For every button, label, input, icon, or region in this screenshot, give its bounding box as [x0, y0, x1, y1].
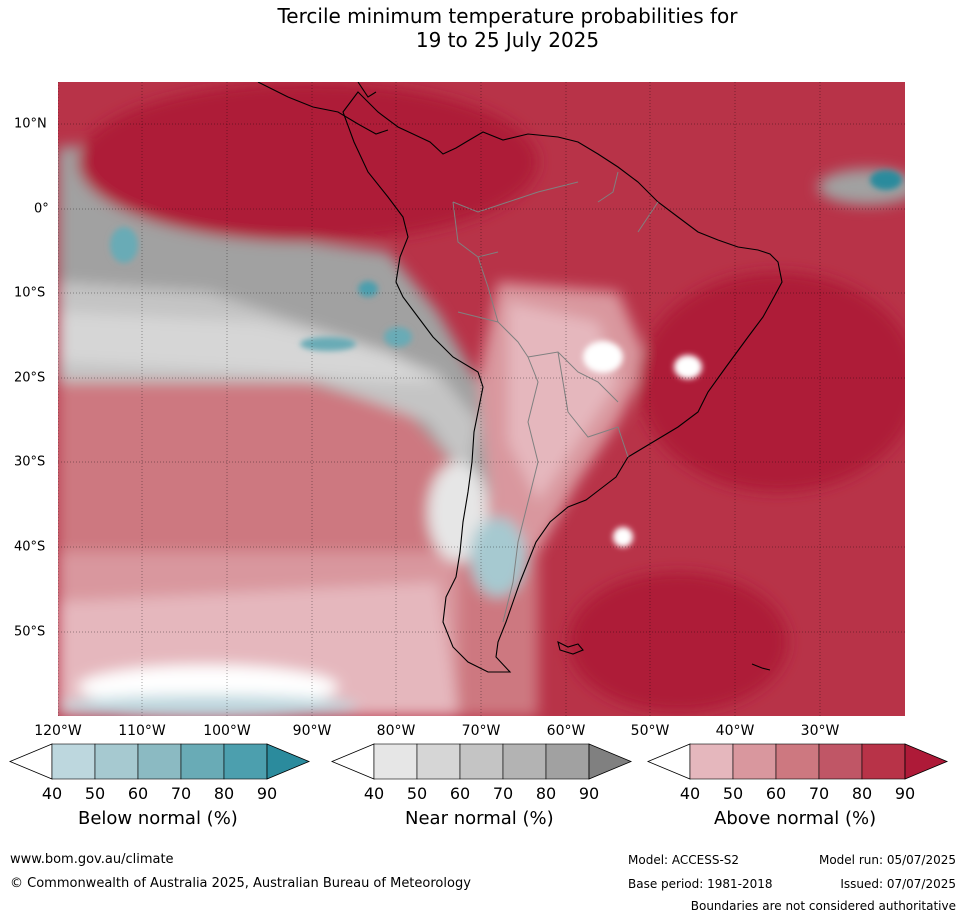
colorbar-segment: [180, 743, 225, 780]
below-normal-south: [58, 695, 358, 716]
colorbar-tick-label: 90: [257, 784, 277, 803]
teal-spot-4: [110, 227, 138, 263]
colorbar-tick-label: 40: [680, 784, 700, 803]
lon-label-50w: 50°W: [630, 723, 670, 739]
colorbar-tick-label: 60: [450, 784, 470, 803]
colorbar-segment: [459, 743, 504, 780]
footer-model: Model: ACCESS-S2: [628, 853, 740, 867]
dark-red-south-atlantic: [568, 572, 788, 712]
title-line-2: 19 to 25 July 2025: [415, 28, 600, 52]
colorbar-segment: [545, 743, 590, 780]
colorbar-label-below: Below normal (%): [78, 808, 238, 829]
colorbar-segment: [137, 743, 182, 780]
graticule: [58, 82, 905, 716]
colorbar-high-extension: [588, 743, 633, 780]
colorbar-below-normal: 40 50 60 70 80 90: [8, 743, 311, 803]
colorbar-segment: [818, 743, 863, 780]
south-america-coastline: [342, 91, 783, 673]
lat-label-40s: 40°S: [14, 539, 46, 555]
colorbar-segment: [51, 743, 96, 780]
below-normal-patagonia: [470, 517, 526, 597]
probability-map: [58, 82, 905, 716]
colorbar-label-near: Near normal (%): [405, 808, 554, 829]
teal-spot-3: [300, 337, 356, 351]
teal-spot-2: [384, 327, 412, 347]
colorbar-segment: [689, 743, 734, 780]
white-spot-brazil: [674, 355, 702, 379]
lon-label-40w: 40°W: [715, 723, 755, 739]
teal-spot-5: [870, 170, 902, 190]
colorbar-above-normal: 40 50 60 70 80 90: [646, 743, 949, 803]
footer-model-run: Model run: 05/07/2025: [818, 853, 956, 867]
colorbar-tick-label: 90: [895, 784, 915, 803]
lat-label-10s: 10°S: [14, 285, 46, 301]
lat-label-20s: 20°S: [14, 370, 46, 386]
colorbar-high-extension: [266, 743, 311, 780]
footer-disclaimer: Boundaries are not considered authoritat…: [690, 899, 956, 913]
teal-spot-1: [358, 281, 378, 297]
colorbar-low-extension: [8, 743, 53, 780]
white-spot-uruguay: [613, 527, 633, 547]
colorbar-tick-label: 90: [579, 784, 599, 803]
colorbar-tick-label: 80: [536, 784, 556, 803]
colorbar-tick-label: 60: [766, 784, 786, 803]
lat-label-0: 0°: [34, 201, 49, 217]
lon-label-60w: 60°W: [546, 723, 586, 739]
colorbar-low-extension: [646, 743, 691, 780]
lon-label-30w: 30°W: [800, 723, 840, 739]
colorbar-segment: [94, 743, 139, 780]
title-line-1: Tercile minimum temperature probabilitie…: [277, 4, 738, 28]
colorbar-segment: [732, 743, 777, 780]
footer-url[interactable]: www.bom.gov.au/climate: [10, 852, 174, 867]
falklands-outline: [557, 640, 584, 655]
colorbar-tick-label: 80: [214, 784, 234, 803]
colorbar-high-extension: [904, 743, 949, 780]
country-borders: [452, 171, 659, 623]
colorbar-segment: [223, 743, 268, 780]
footer-base-period: Base period: 1981-2018: [628, 877, 773, 891]
colorbar-tick-label: 50: [723, 784, 743, 803]
colorbar-segment: [861, 743, 906, 780]
colorbar-tick-label: 70: [809, 784, 829, 803]
pale-grey-zone: [58, 312, 438, 382]
lon-label-100w: 100°W: [203, 723, 251, 739]
lon-label-90w: 90°W: [292, 723, 332, 739]
lon-label-120w: 120°W: [34, 723, 82, 739]
colorbar-tick-label: 40: [364, 784, 384, 803]
colorbar-tick-label: 60: [128, 784, 148, 803]
colorbar-tick-label: 50: [407, 784, 427, 803]
colorbar-low-extension: [330, 743, 375, 780]
colorbar-tick-label: 50: [85, 784, 105, 803]
colorbar-segment: [775, 743, 820, 780]
dark-red-north: [78, 82, 538, 242]
colorbar-tick-label: 70: [171, 784, 191, 803]
chart-title: Tercile minimum temperature probabilitie…: [0, 4, 965, 52]
lon-label-110w: 110°W: [118, 723, 166, 739]
colorbar-segment: [373, 743, 418, 780]
colorbar-segment: [416, 743, 461, 780]
colorbar-near-normal: 40 50 60 70 80 90: [330, 743, 633, 803]
colorbar-tick-label: 70: [493, 784, 513, 803]
central-america-coastline: [257, 82, 389, 135]
lat-label-30s: 30°S: [14, 454, 46, 470]
lat-label-10n: 10°N: [14, 116, 47, 132]
colorbar-tick-label: 80: [852, 784, 872, 803]
white-patch-chile: [428, 462, 488, 562]
colorbar-label-above: Above normal (%): [714, 808, 877, 829]
footer-copyright: © Commonwealth of Australia 2025, Austra…: [10, 876, 471, 891]
white-spot-chaco: [583, 341, 623, 373]
lat-label-50s: 50°S: [14, 624, 46, 640]
colorbar-tick-label: 40: [42, 784, 62, 803]
lon-label-70w: 70°W: [461, 723, 501, 739]
footer-issued: Issued: 07/07/2025: [840, 877, 956, 891]
dark-red-atlantic: [638, 272, 905, 492]
lon-label-80w: 80°W: [376, 723, 416, 739]
colorbar-segment: [502, 743, 547, 780]
south-georgia-outline: [751, 663, 771, 671]
